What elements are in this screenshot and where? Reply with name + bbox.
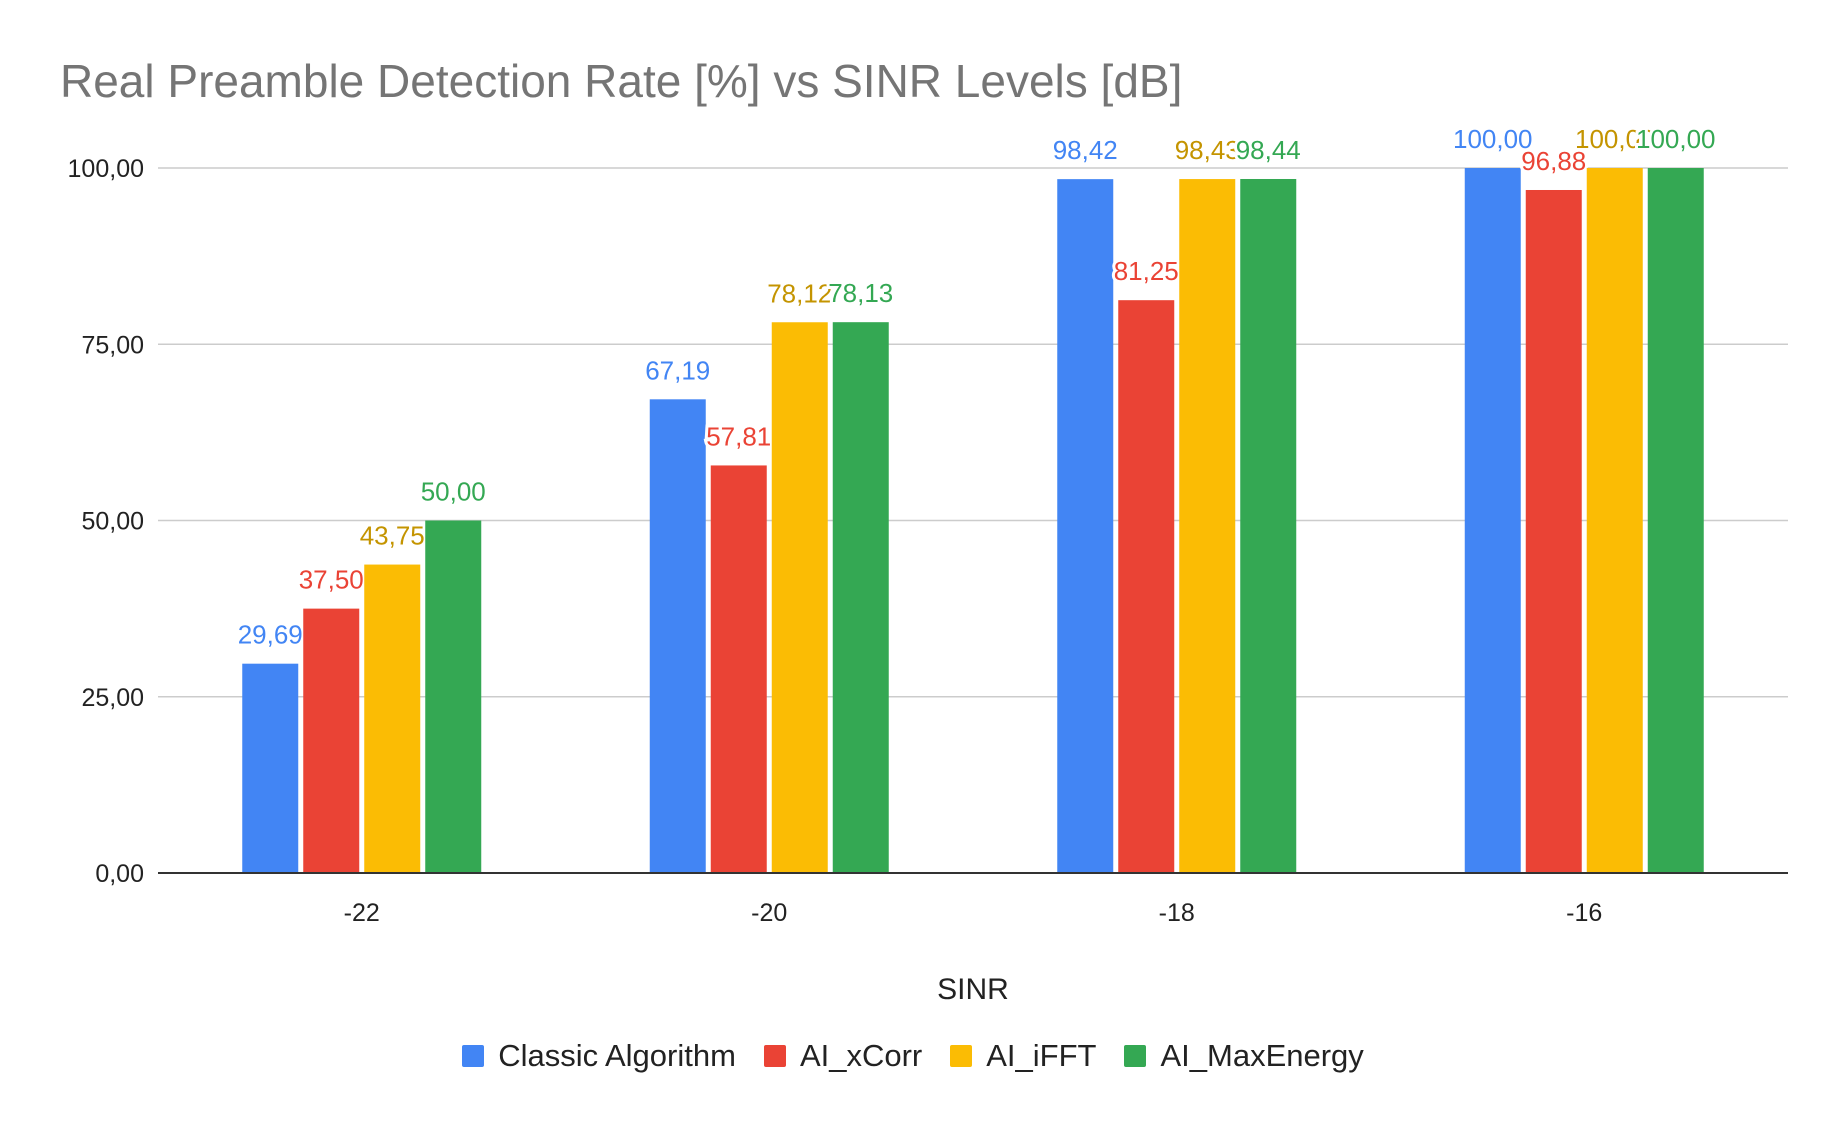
- data-label: 98,42: [1053, 135, 1118, 165]
- bar: [832, 322, 889, 874]
- bar: [710, 465, 767, 873]
- data-label: 100,00: [1453, 124, 1533, 154]
- bar: [1057, 179, 1114, 873]
- bar: [242, 663, 299, 873]
- x-tick-label: -18: [1159, 899, 1195, 927]
- x-axis-title: SINR: [937, 973, 1009, 1006]
- bar: [425, 520, 482, 873]
- legend-label: AI_iFFT: [986, 1038, 1097, 1073]
- bar: [1464, 168, 1521, 873]
- legend-swatch: [462, 1045, 485, 1067]
- bar: [771, 322, 828, 873]
- bar: [1647, 168, 1704, 873]
- bar: [1586, 168, 1643, 873]
- data-label: 67,19: [645, 355, 710, 385]
- data-label: 100,00: [1575, 124, 1655, 154]
- bar: [1179, 179, 1236, 874]
- data-label: 57,81: [706, 421, 771, 451]
- legend-swatch: [1124, 1045, 1147, 1067]
- bar: [364, 564, 421, 873]
- data-label: 78,13: [828, 278, 893, 308]
- legend-label: Classic Algorithm: [498, 1038, 736, 1073]
- data-label: 29,69: [238, 620, 303, 650]
- bar: [1525, 189, 1582, 874]
- data-label: 81,25: [1114, 256, 1179, 286]
- y-tick-label: 0,00: [95, 860, 144, 888]
- data-label: 96,88: [1521, 146, 1586, 176]
- legend-item-ai-xcorr[interactable]: AI_xCorr: [763, 1038, 923, 1074]
- data-label: 43,75: [360, 521, 425, 551]
- x-tick-label: -16: [1566, 899, 1602, 927]
- legend-item-ai-ifft[interactable]: AI_iFFT: [950, 1038, 1096, 1074]
- data-label: 78,12: [767, 278, 832, 308]
- data-label: 50,00: [421, 477, 486, 507]
- bar: [649, 399, 706, 873]
- data-label: 100,00: [1636, 124, 1716, 154]
- y-tick-label: 100,00: [68, 155, 144, 183]
- y-tick-label: 25,00: [81, 684, 144, 712]
- bar: [1240, 178, 1297, 874]
- data-label: 98,44: [1236, 135, 1301, 165]
- data-label: 37,50: [299, 565, 364, 595]
- x-tick-label: -22: [344, 899, 380, 927]
- legend-label: AI_xCorr: [799, 1038, 923, 1073]
- legend-swatch: [763, 1045, 786, 1067]
- y-tick-label: 75,00: [81, 331, 144, 359]
- bar: [1118, 300, 1175, 873]
- x-tick-label: -20: [751, 899, 787, 927]
- chart-title: Real Preamble Detection Rate [%] vs SINR…: [60, 55, 1183, 107]
- legend-swatch: [950, 1045, 973, 1067]
- legend-item-ai-maxenergy[interactable]: AI_MaxEnergy: [1124, 1038, 1364, 1074]
- legend-item-classic-algorithm[interactable]: Classic Algorithm: [462, 1038, 736, 1074]
- legend: Classic Algorithm AI_xCorr AI_iFFT AI_Ma…: [0, 1038, 1826, 1074]
- y-tick-label: 50,00: [81, 508, 144, 536]
- data-label: 98,43: [1175, 135, 1240, 165]
- bar: [303, 608, 360, 873]
- legend-label: AI_MaxEnergy: [1160, 1038, 1364, 1073]
